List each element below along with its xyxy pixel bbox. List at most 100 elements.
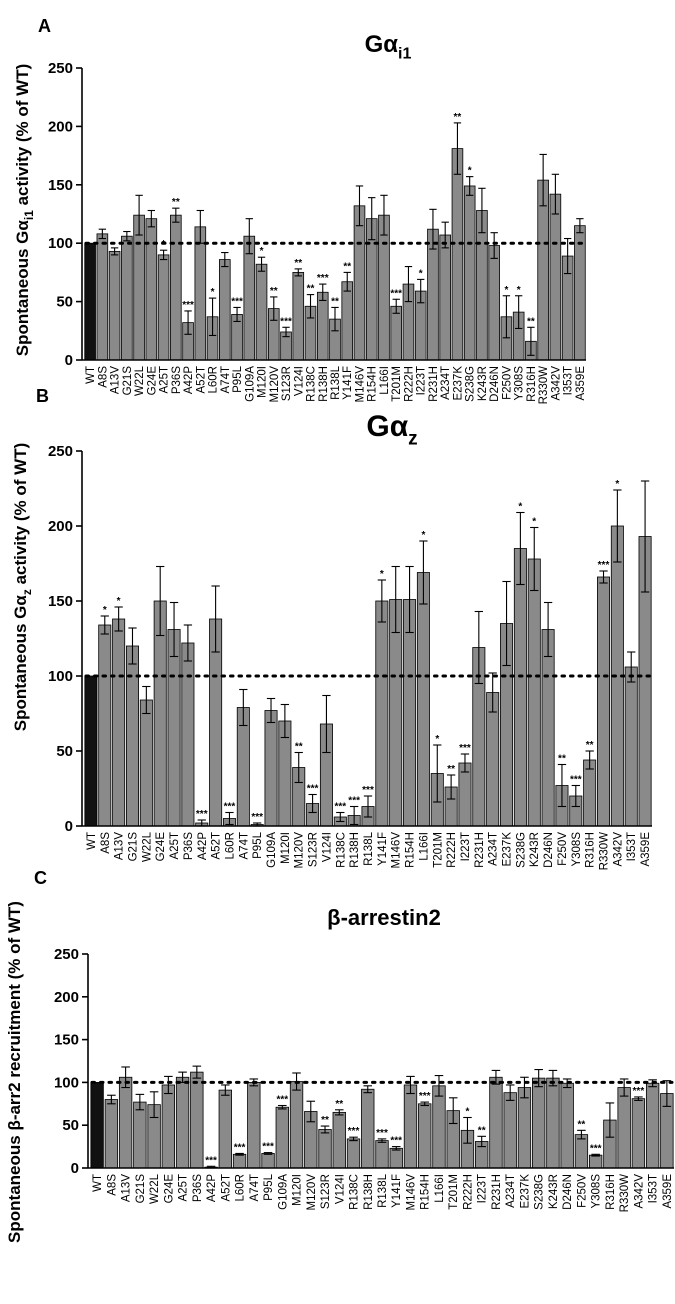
bar-P36S — [170, 214, 182, 361]
significance-marker: * — [421, 530, 425, 541]
x-tick-label: Y141F — [342, 366, 354, 400]
significance-marker: *** — [362, 785, 374, 796]
x-tick-label: V124I — [334, 1174, 346, 1204]
x-tick-label: A234T — [505, 1174, 517, 1208]
x-tick-label: WT — [86, 832, 98, 850]
y-tick-label: 200 — [48, 518, 73, 535]
x-tick-label: A234T — [440, 366, 452, 400]
x-tick-label: P95L — [263, 1173, 275, 1200]
bar-R138L — [375, 1140, 389, 1169]
significance-marker: *** — [590, 1143, 602, 1154]
x-tick-label: P95L — [232, 365, 244, 392]
bar-S238G — [463, 185, 476, 361]
x-tick-label: R231H — [491, 1174, 503, 1210]
x-tick-label: L166I — [418, 832, 430, 861]
bar-G21S — [125, 645, 139, 827]
x-tick-label: D246N — [489, 366, 501, 402]
x-tick-label: M120V — [294, 832, 306, 869]
x-tick-label: M120I — [292, 1174, 304, 1206]
y-axis-label-main: Spontaneous Gα — [13, 220, 32, 357]
significance-marker: * — [260, 246, 264, 257]
x-tick-label: S238G — [465, 366, 477, 402]
y-tick-label: 250 — [48, 60, 73, 77]
x-tick-label: K243R — [477, 366, 489, 401]
y-tick-label: 200 — [48, 118, 73, 135]
x-tick-label: A74T — [220, 366, 232, 394]
panel-title: β-arrestin2 — [327, 905, 441, 930]
x-tick-label: L166I — [379, 366, 391, 395]
significance-marker: *** — [205, 1155, 217, 1166]
bar-K243R — [546, 1077, 560, 1169]
bar-D246N — [488, 245, 500, 361]
x-tick-label: Y141F — [391, 1174, 403, 1208]
bar-A8S — [104, 1099, 119, 1169]
significance-marker: ** — [172, 197, 180, 208]
bar-E237K — [517, 1087, 532, 1169]
x-tick-label: P36S — [192, 1174, 204, 1202]
x-tick-label: R138H — [349, 832, 361, 868]
bar-V124I — [332, 1111, 346, 1169]
significance-marker: * — [615, 479, 619, 490]
x-tick-label: G21S — [127, 832, 139, 862]
x-tick-label: S123R — [320, 1174, 332, 1209]
bar-M146V — [389, 599, 403, 827]
y-tick-label: 100 — [48, 235, 73, 252]
bar-A342V — [631, 1098, 646, 1169]
significance-marker: * — [518, 502, 522, 513]
y-tick-label: 150 — [48, 177, 73, 194]
x-tick-label: V124I — [293, 366, 305, 396]
x-tick-label: I353T — [563, 366, 575, 395]
x-tick-label: A342V — [612, 832, 624, 867]
x-tick-label: A52T — [211, 832, 223, 860]
bar-R154H — [403, 599, 417, 827]
significance-marker: *** — [262, 1142, 274, 1153]
x-tick-label: A25T — [159, 366, 171, 394]
significance-marker: *** — [234, 1142, 246, 1153]
panel-title-subscript: i1 — [398, 46, 411, 63]
x-tick-label: R222H — [462, 1174, 474, 1210]
x-tick-label: T201M — [432, 832, 444, 868]
x-tick-label: K243R — [548, 1174, 560, 1209]
bar-L166I — [416, 572, 430, 827]
y-tick-label: 250 — [54, 946, 79, 963]
bar-R330W — [597, 576, 611, 827]
x-tick-label: G24E — [146, 366, 158, 396]
bar-WT — [84, 675, 98, 827]
bar-A52T — [218, 1089, 232, 1169]
x-tick-label: P36S — [171, 366, 183, 394]
bar-T201M — [390, 305, 403, 361]
x-tick-label: R222H — [403, 366, 415, 402]
x-tick-label: R138H — [318, 366, 330, 402]
bar-A8S — [96, 233, 109, 361]
bar-WT — [90, 1082, 104, 1169]
bar-D246N — [541, 629, 555, 827]
x-tick-label: Y308S — [514, 366, 526, 401]
significance-marker: *** — [280, 316, 292, 327]
x-tick-label: I353T — [626, 832, 638, 861]
x-tick-label: G109A — [244, 366, 256, 402]
x-tick-label: A13V — [114, 832, 126, 860]
x-tick-label: P95L — [252, 831, 264, 858]
x-tick-label: F250V — [501, 366, 513, 400]
significance-marker: *** — [390, 288, 402, 299]
significance-marker: *** — [307, 784, 319, 795]
x-tick-label: K243R — [529, 832, 541, 867]
x-tick-label: A13V — [110, 366, 122, 394]
x-tick-label: R316H — [605, 1174, 617, 1210]
bar-P36S — [190, 1071, 204, 1169]
significance-marker: *** — [334, 802, 346, 813]
significance-marker: ** — [478, 1125, 486, 1136]
x-tick-label: F250V — [557, 832, 569, 866]
bar-S238G — [513, 548, 527, 827]
y-axis-label-subscript: z — [20, 589, 34, 595]
panel-letter: B — [36, 386, 49, 406]
bar-R330W — [537, 179, 549, 361]
bar-G21S — [121, 235, 133, 361]
x-tick-label: R138C — [335, 832, 347, 868]
x-tick-label: S123R — [308, 832, 320, 867]
significance-marker: *** — [224, 802, 236, 813]
bar-R154H — [418, 1103, 432, 1169]
x-tick-label: A359E — [662, 1174, 674, 1209]
significance-marker: * — [103, 605, 107, 616]
bar-WT — [84, 242, 96, 361]
